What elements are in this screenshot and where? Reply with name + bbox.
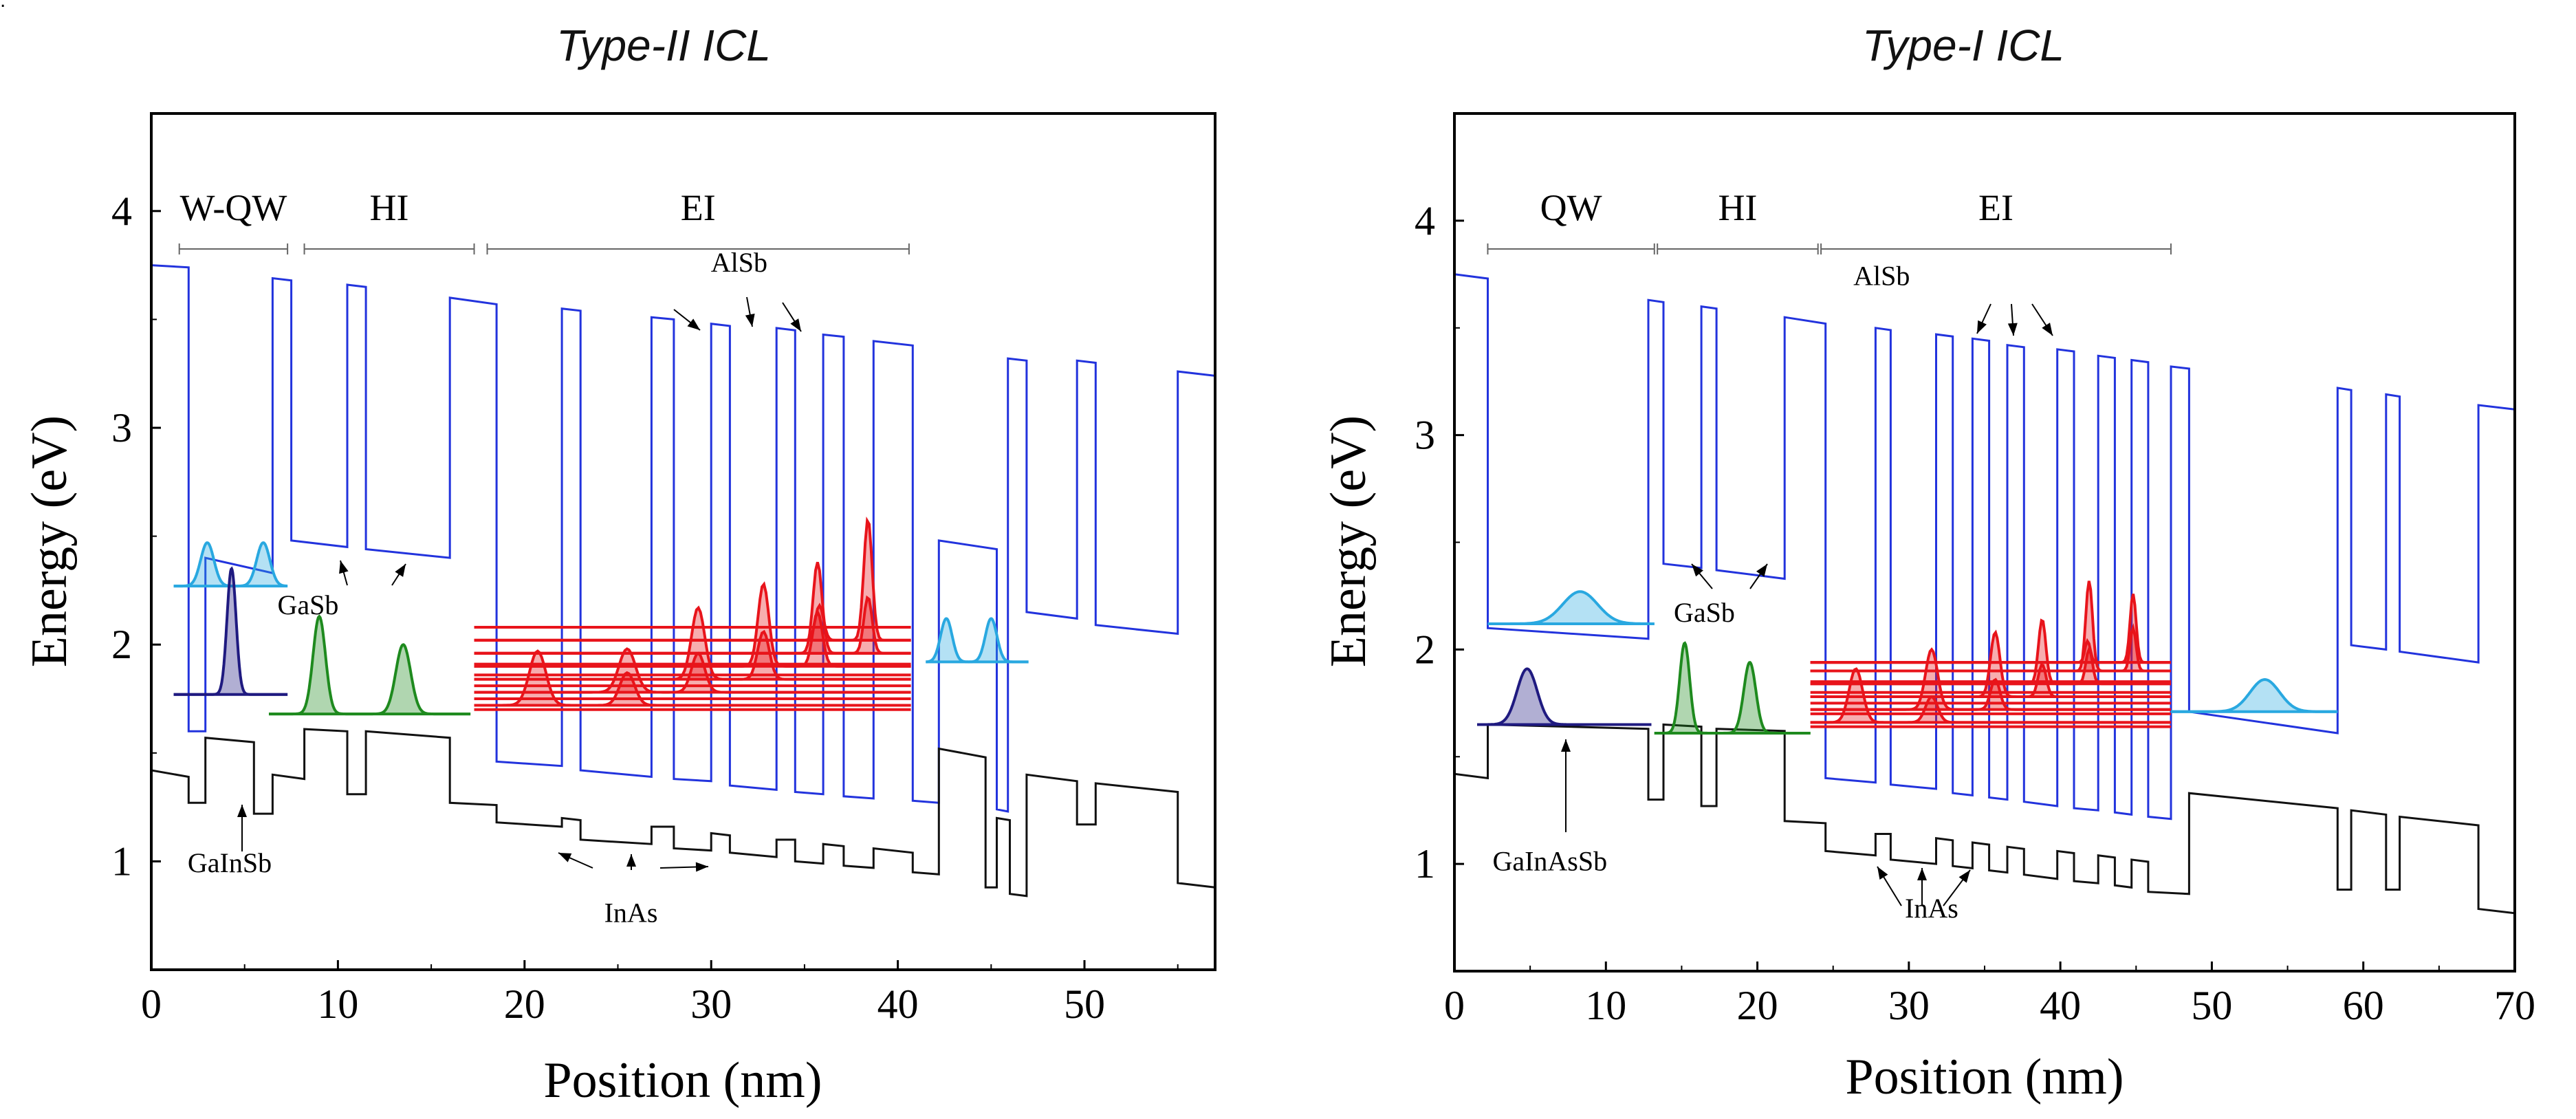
x-tick-label: 50	[2191, 983, 2232, 1028]
x-tick-label: 30	[690, 981, 732, 1027]
axes-layer: 0 10 20 30 40 50 1 2 3 4	[111, 188, 1179, 1027]
annotation-arrowhead	[626, 854, 636, 867]
wavefunction-curve	[269, 614, 471, 716]
annotation-arrowhead	[2007, 323, 2018, 336]
annotation-arrowhead	[687, 318, 700, 330]
wavefunction-fill	[474, 607, 911, 680]
x-axis-title: Position (nm)	[544, 1052, 822, 1109]
valence-band-line	[151, 728, 1215, 898]
conduction-band-line	[151, 264, 1215, 813]
y-tick-label: 1	[1415, 841, 1435, 887]
region-label: EI	[681, 187, 716, 228]
material-label: InAs	[604, 898, 658, 928]
y-tick-label: 2	[111, 622, 132, 667]
plot-content	[1454, 273, 2515, 915]
panel-title: Type-II ICL	[556, 21, 771, 70]
annotation-arrowhead	[1692, 564, 1703, 577]
wavefunction-fill	[2171, 680, 2338, 712]
plot-frame	[150, 112, 1216, 971]
annotation-arrowhead	[790, 318, 801, 332]
region-label: W-QW	[179, 187, 287, 228]
x-tick-label: 60	[2343, 983, 2384, 1028]
x-tick-label: 30	[1888, 983, 1930, 1028]
wavefunction-fill	[1477, 669, 1652, 725]
wavefunction-fill	[474, 649, 911, 693]
annotation-arrowhead	[745, 314, 755, 327]
x-tick-label: 40	[2040, 983, 2081, 1028]
x-tick-label: 10	[317, 981, 358, 1027]
material-label: GaInAsSb	[1492, 845, 1607, 876]
x-tick-label: 70	[2494, 983, 2535, 1028]
material-label: AlSb	[1853, 260, 1910, 291]
annotation-arrowhead	[339, 561, 349, 574]
region-label: HI	[1718, 187, 1757, 228]
annotation-arrowhead	[1877, 867, 1888, 880]
y-tick-label: 1	[111, 838, 132, 884]
y-tick-label: 2	[1415, 627, 1435, 672]
y-axis-title: Energy (eV)	[1320, 415, 1377, 667]
wavefunction-fill	[926, 618, 1029, 662]
axes-layer: 0 10 20 30 40 50 60 70 1 2 3 4	[1415, 198, 2535, 1028]
wavefunction-fill	[474, 562, 911, 653]
y-axis-title: Energy (eV)	[21, 415, 78, 667]
region-label: QW	[1540, 187, 1602, 228]
plot-frame	[1453, 112, 2516, 973]
annotation-arrowhead	[1561, 739, 1571, 752]
material-label: GaInSb	[188, 847, 272, 878]
panel-marker: .	[0, 0, 6, 12]
annotation-arrowhead	[237, 805, 247, 817]
x-tick-label: 0	[141, 981, 162, 1027]
wavefunction-fill	[1810, 594, 2171, 663]
x-tick-label: 40	[877, 981, 919, 1027]
conduction-band-line	[1454, 273, 2515, 821]
annotation-arrowhead	[1917, 868, 1927, 880]
y-tick-label: 4	[111, 188, 132, 234]
material-label: GaSb	[1674, 597, 1735, 628]
wavefunction-fill	[1654, 643, 1811, 733]
x-tick-label: 50	[1064, 981, 1105, 1027]
x-tick-label: 0	[1444, 983, 1465, 1028]
y-tick-label: 3	[1415, 413, 1435, 458]
annotation-arrowhead	[1977, 320, 1987, 334]
wavefunction-curve	[1477, 667, 1652, 726]
y-tick-label: 4	[1415, 198, 1435, 243]
region-label: EI	[1978, 187, 2013, 228]
annotation-arrowhead	[395, 564, 406, 577]
wavefunction-fill	[269, 616, 471, 715]
region-label: HI	[370, 187, 409, 228]
annotation-arrowhead	[558, 853, 572, 862]
panel-type-ii: Type-II ICL W-QW HI EI AlSb GaSb GaInSb InAs 0…	[21, 21, 1216, 1109]
x-tick-label: 20	[1737, 983, 1778, 1028]
material-label: GaSb	[278, 589, 339, 620]
wavefunction-fill	[173, 568, 288, 695]
x-axis-title: Position (nm)	[1846, 1049, 2124, 1105]
wavefunction-fill	[1810, 669, 2171, 723]
x-tick-label: 10	[1585, 983, 1626, 1028]
annotation-arrowhead	[1756, 564, 1767, 577]
y-tick-label: 3	[111, 405, 132, 450]
annotation-arrowhead	[695, 862, 708, 872]
panel-title: Type-I ICL	[1862, 21, 2064, 70]
x-tick-label: 20	[504, 981, 545, 1027]
plot-content	[151, 264, 1215, 898]
valence-band-line	[1454, 723, 2515, 915]
plot-layer: W-QW HI EI AlSb GaSb GaInSb InAs	[151, 187, 1215, 928]
annotation-arrowhead	[1958, 870, 1970, 883]
wavefunction-fill	[1487, 591, 1655, 624]
annotation-arrowhead	[2042, 323, 2053, 336]
material-label: AlSb	[711, 247, 767, 278]
